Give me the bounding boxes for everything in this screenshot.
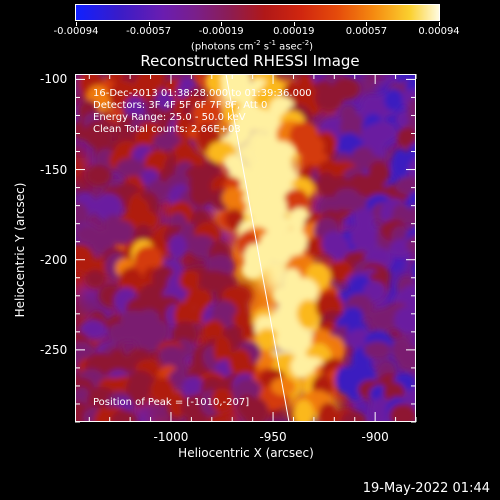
plot-title: Reconstructed RHESSI Image (140, 52, 360, 70)
image-texture-blob (269, 244, 291, 265)
colorbar-tick-label: -0.00019 (198, 26, 244, 37)
image-texture-blob (178, 269, 202, 292)
image-texture-blob (93, 193, 123, 221)
peak-position-annotation: Position of Peak = [-1010,-207] (93, 397, 250, 408)
image-texture-blob (186, 410, 210, 422)
image-texture-blob (363, 280, 386, 303)
y-tick-label: -200 (40, 252, 68, 267)
image-texture-blob (185, 288, 213, 308)
image-texture-blob (393, 305, 416, 335)
x-tick-label: -900 (361, 430, 389, 444)
image-texture-blob (234, 378, 262, 403)
image-texture-blob (384, 88, 404, 111)
colorbar-tick-label: -0.00094 (53, 26, 99, 37)
image-texture-blob (171, 321, 199, 347)
image-texture-blob (391, 148, 410, 178)
image-texture-blob (85, 269, 106, 288)
rhessi-image (75, 74, 416, 422)
image-texture-blob (133, 74, 160, 100)
image-texture-blob (152, 132, 182, 151)
image-texture-blob (293, 399, 314, 422)
plot-timestamp: 19-May-2022 01:44 (362, 481, 490, 496)
image-texture-blob (119, 267, 143, 294)
colorbar-tick-label: 0.00094 (418, 26, 460, 37)
x-axis-label: Heliocentric X (arcsec) (178, 446, 314, 460)
time-range-annotation: 16-Dec-2013 01:38:28.000 to 01:39:36.000 (93, 88, 312, 99)
image-texture-blob (109, 220, 135, 245)
image-texture-blob (296, 299, 321, 329)
colorbar-tick (366, 22, 368, 26)
image-texture-blob (350, 222, 380, 252)
image-texture-blob (210, 388, 234, 413)
colorbar-tick (148, 22, 150, 26)
image-texture-blob (189, 182, 213, 207)
image-texture-blob (406, 234, 416, 256)
image-texture-blob (197, 103, 221, 123)
image-texture-blob (342, 307, 364, 326)
colorbar-tick-label: -0.00057 (126, 26, 172, 37)
image-texture-blob (77, 297, 98, 317)
y-tick-label: -250 (40, 342, 68, 357)
image-texture-blob (330, 260, 352, 283)
colorbar-tick (439, 22, 440, 26)
colorbar-tick (293, 22, 295, 26)
image-texture-blob (85, 164, 112, 186)
clean-annotation: Clean Total counts: 2.66E+03 (93, 124, 241, 135)
solar-limb-line (225, 74, 290, 422)
image-texture-blob (363, 341, 392, 360)
image-texture-blob (115, 158, 146, 178)
y-axis-label: Heliocentric Y (arcsec) (13, 182, 27, 318)
image-texture-blob (134, 128, 153, 148)
detectors-annotation: Detectors: 3F 4F 5F 6F 7F 8F, Att 0 (93, 100, 268, 111)
image-texture-blob (341, 411, 366, 422)
colorbar-tick (76, 22, 77, 26)
image-texture-blob (129, 209, 159, 230)
image-texture-blob (241, 260, 264, 280)
image-texture-blob (221, 285, 252, 306)
colorbar-tick-label: 0.00019 (273, 26, 315, 37)
image-texture-blob (168, 234, 187, 260)
image-texture-blob (411, 259, 416, 281)
image-texture-blob (174, 113, 193, 144)
colorbar (75, 4, 440, 21)
image-texture-blob (90, 229, 116, 255)
y-tick-label: -100 (40, 72, 68, 87)
image-texture-blob (241, 397, 269, 422)
image-texture-blob (318, 402, 339, 422)
image-texture-blob (134, 403, 154, 422)
image-texture-blob (268, 214, 290, 235)
image-texture-blob (400, 284, 416, 304)
image-texture-blob (79, 319, 106, 339)
image-texture-blob (396, 126, 416, 148)
image-texture-blob (223, 410, 242, 422)
x-tick-label: -1000 (153, 430, 189, 444)
image-texture-blob (408, 203, 416, 232)
image-texture-blob (225, 208, 244, 231)
image-texture-blob (126, 374, 151, 405)
image-texture-blob (254, 160, 277, 183)
image-texture-blob (135, 326, 162, 353)
image-texture-blob (232, 309, 252, 330)
image-texture-blob (315, 85, 344, 112)
image-texture-blob (283, 188, 309, 214)
x-tick-label: -950 (259, 430, 287, 444)
image-texture-blob (394, 176, 416, 195)
colorbar-tick-label: 0.00057 (345, 26, 388, 37)
image-texture-blob (150, 377, 175, 403)
image-texture-blob (409, 345, 416, 373)
colorbar-units: (photons cm-2 s-1 asec-2) (190, 39, 314, 53)
rhessi-image-svg (75, 74, 416, 422)
energy-annotation: Energy Range: 25.0 - 50.0 keV (93, 112, 246, 123)
image-texture-blob (202, 319, 226, 343)
colorbar-tick (221, 22, 223, 26)
image-texture-blob (213, 335, 232, 365)
y-tick-label: -150 (40, 162, 68, 177)
image-texture-blob (155, 91, 175, 111)
